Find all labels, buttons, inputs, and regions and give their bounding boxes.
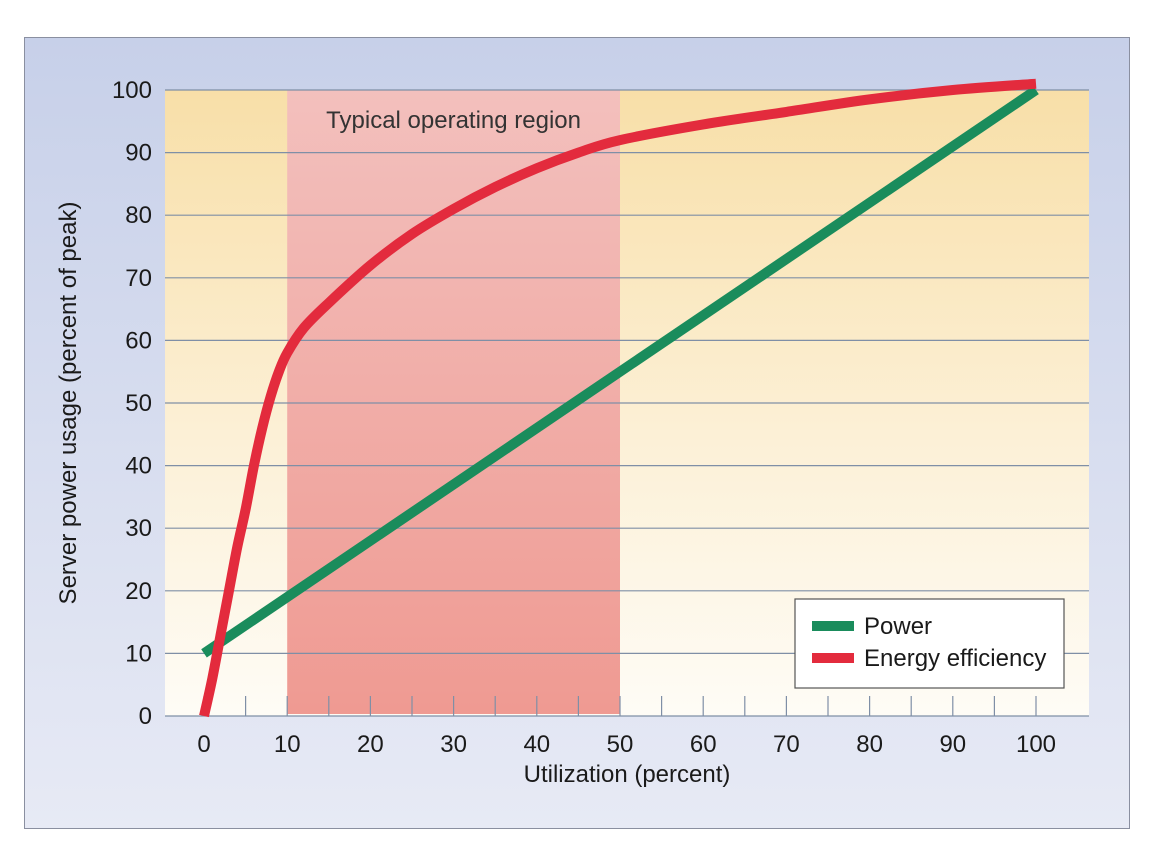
typical-operating-region-label: Typical operating region <box>326 107 581 134</box>
chart-frame: Typical operating region 0 10 20 30 40 50 60 70… <box>24 37 1130 829</box>
series-line-energy-efficiency <box>199 78 1037 718</box>
x-tick-label-70: 70 <box>773 731 800 758</box>
y-tick-label-80: 80 <box>125 202 152 229</box>
x-tick-label-10: 10 <box>274 731 301 758</box>
x-tick-label-60: 60 <box>690 731 717 758</box>
y-tick-label-90: 90 <box>125 140 152 167</box>
y-tick-label-20: 20 <box>125 578 152 605</box>
y-tick-label-10: 10 <box>125 640 152 667</box>
x-tick-label-0: 0 <box>197 731 210 758</box>
legend-label-energy-efficiency: Energy efficiency <box>864 645 1046 672</box>
y-tick-label-100: 100 <box>112 77 152 104</box>
legend: Power Energy efficiency <box>794 598 1065 689</box>
x-tick-label-90: 90 <box>939 731 966 758</box>
tick-marks <box>203 696 1037 716</box>
x-tick-label-20: 20 <box>357 731 384 758</box>
y-axis-label: Server power usage (percent of peak) <box>55 202 82 605</box>
series-line-power <box>201 85 1039 658</box>
y-tick-label-50: 50 <box>125 390 152 417</box>
chart: Typical operating region 0 10 20 30 40 50 60 70… <box>24 37 1130 829</box>
legend-box <box>794 598 1065 689</box>
x-tick-label-80: 80 <box>856 731 883 758</box>
y-tick-label-60: 60 <box>125 327 152 354</box>
x-tick-labels: 0 10 20 30 40 50 60 70 80 90 100 <box>197 731 1056 758</box>
legend-label-power: Power <box>864 613 932 640</box>
x-tick-label-100: 100 <box>1016 731 1056 758</box>
x-tick-label-50: 50 <box>607 731 634 758</box>
y-tick-label-40: 40 <box>125 453 152 480</box>
x-axis-label: Utilization (percent) <box>524 761 731 788</box>
typical-operating-region <box>287 90 620 714</box>
series-layer <box>199 78 1039 718</box>
y-tick-label-0: 0 <box>139 703 152 730</box>
x-tick-label-40: 40 <box>523 731 550 758</box>
x-tick-label-30: 30 <box>440 731 467 758</box>
y-tick-label-70: 70 <box>125 265 152 292</box>
y-tick-labels: 0 10 20 30 40 50 60 70 80 90 100 <box>112 77 152 730</box>
y-tick-label-30: 30 <box>125 515 152 542</box>
